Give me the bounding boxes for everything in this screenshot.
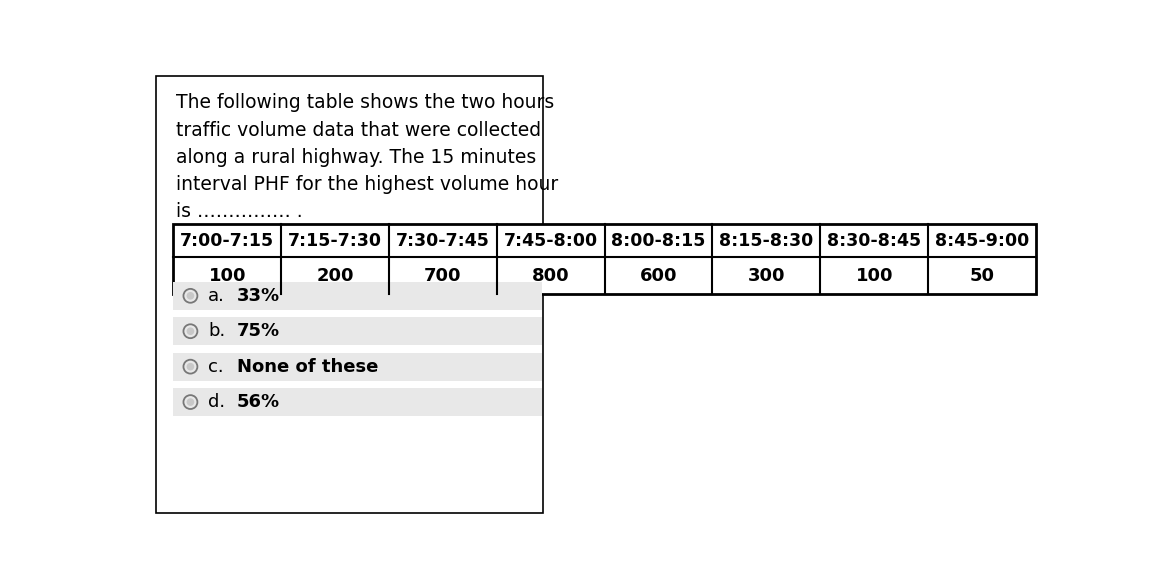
Text: 100: 100 bbox=[208, 267, 246, 285]
Text: 56%: 56% bbox=[236, 393, 280, 411]
Text: b.: b. bbox=[208, 322, 226, 340]
Circle shape bbox=[186, 398, 194, 406]
Text: 33%: 33% bbox=[236, 287, 280, 305]
Text: 300: 300 bbox=[748, 267, 785, 285]
Text: 8:30-8:45: 8:30-8:45 bbox=[827, 232, 921, 250]
Bar bbox=[156, 75, 543, 513]
Text: The following table shows the two hours
traffic volume data that were collected
: The following table shows the two hours … bbox=[176, 93, 558, 221]
Text: 700: 700 bbox=[425, 267, 462, 285]
Text: 7:00-7:15: 7:00-7:15 bbox=[180, 232, 274, 250]
Text: None of these: None of these bbox=[236, 357, 378, 376]
Text: 800: 800 bbox=[532, 267, 570, 285]
Text: 200: 200 bbox=[316, 267, 353, 285]
Text: 8:45-9:00: 8:45-9:00 bbox=[935, 232, 1030, 250]
Text: 8:00-8:15: 8:00-8:15 bbox=[612, 232, 706, 250]
Text: 8:15-8:30: 8:15-8:30 bbox=[720, 232, 813, 250]
Bar bbox=[173, 353, 542, 380]
Text: 7:30-7:45: 7:30-7:45 bbox=[395, 232, 490, 250]
Text: 100: 100 bbox=[855, 267, 893, 285]
Text: d.: d. bbox=[208, 393, 226, 411]
Bar bbox=[173, 318, 542, 345]
Circle shape bbox=[186, 328, 194, 335]
Text: 50: 50 bbox=[970, 267, 994, 285]
Text: 7:15-7:30: 7:15-7:30 bbox=[288, 232, 383, 250]
Text: 75%: 75% bbox=[236, 322, 280, 340]
Bar bbox=[173, 224, 1035, 294]
Text: c.: c. bbox=[208, 357, 223, 376]
Text: 7:45-8:00: 7:45-8:00 bbox=[504, 232, 598, 250]
Circle shape bbox=[186, 292, 194, 300]
Text: 600: 600 bbox=[640, 267, 677, 285]
Text: a.: a. bbox=[208, 287, 225, 305]
Bar bbox=[173, 282, 542, 309]
Bar bbox=[173, 388, 542, 416]
Circle shape bbox=[186, 363, 194, 370]
